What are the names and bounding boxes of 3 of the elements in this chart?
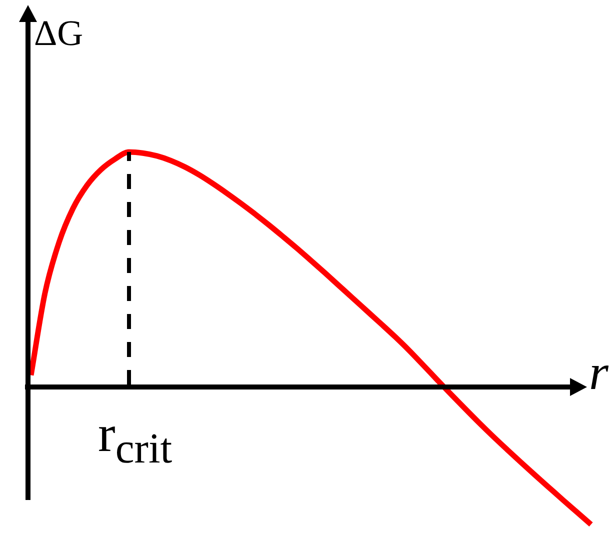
x-axis-title: r <box>589 344 608 400</box>
text: r$_{crit}$ <box>98 406 172 473</box>
y-axis-title: ΔG <box>34 12 84 53</box>
